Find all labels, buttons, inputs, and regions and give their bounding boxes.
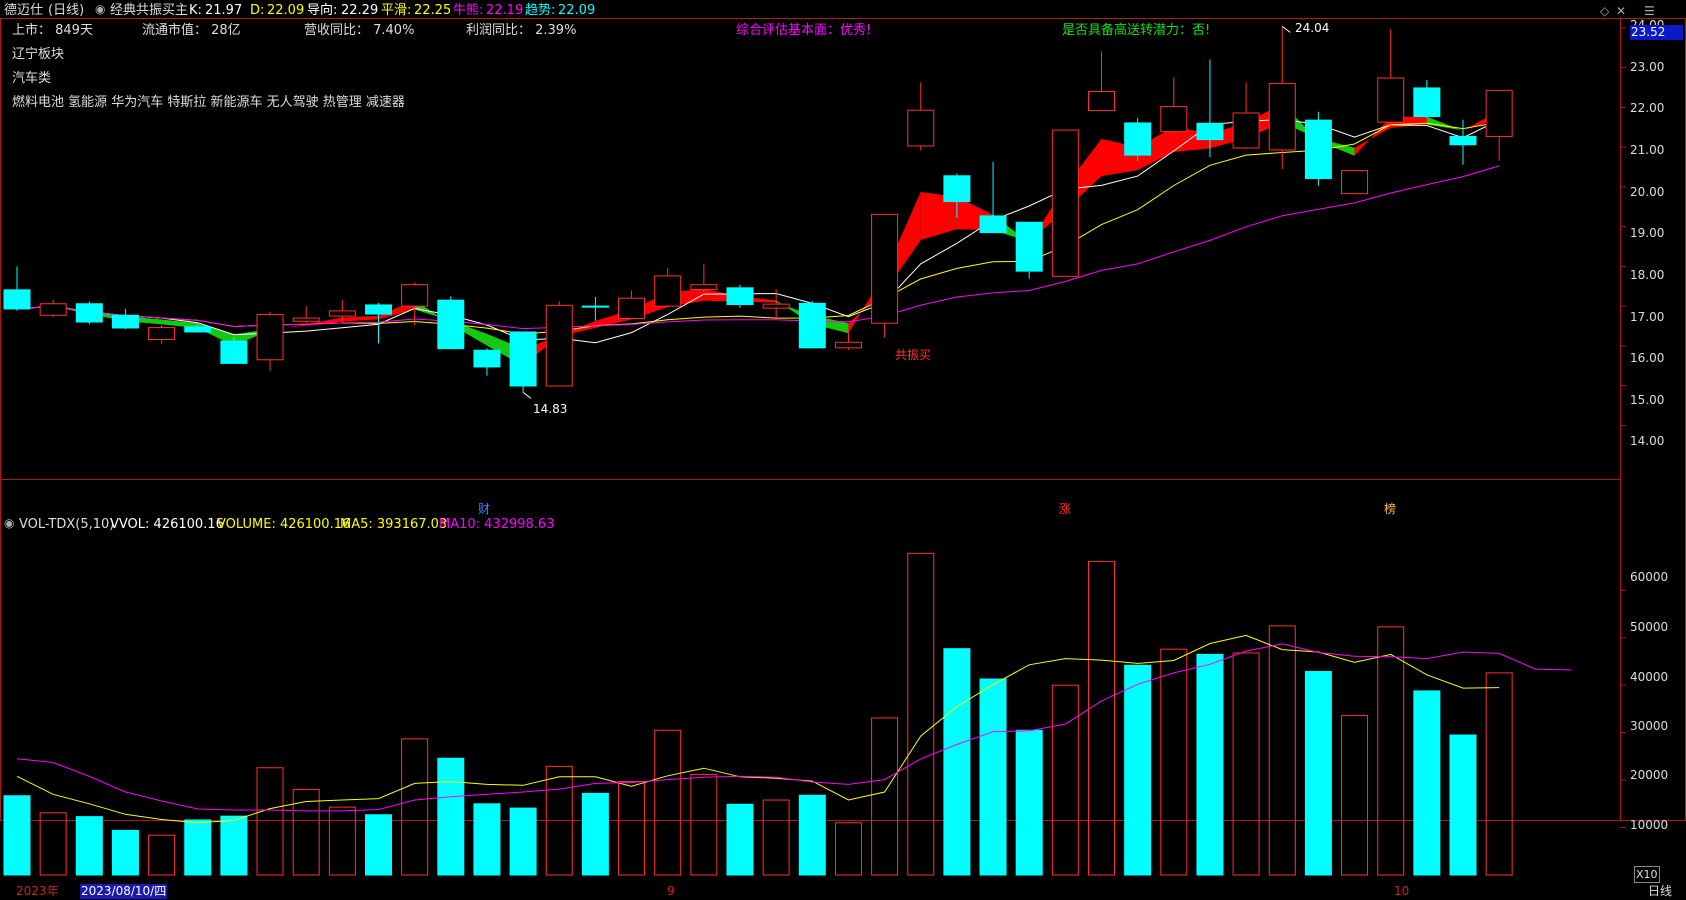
trend-value: 22.09 xyxy=(558,3,596,18)
ma5-value: MA5: 393167.03 xyxy=(340,517,448,532)
d-value: 22.09 xyxy=(267,3,305,18)
volume-tick: 40000 xyxy=(1630,670,1669,684)
profit-yoy: 利润同比： 2.39% xyxy=(466,23,577,38)
price-tick: 15.00 xyxy=(1630,393,1665,407)
close-icon[interactable]: ✕ xyxy=(1616,4,1627,18)
price-panel-frame xyxy=(0,18,1621,480)
indicator-dropdown-icon[interactable]: ◉ xyxy=(95,2,106,16)
concept-tags: 燃料电池 氢能源 华为汽车 特斯拉 新能源车 无人驾驶 热管理 减速器 xyxy=(12,95,405,110)
price-tick: 17.00 xyxy=(1630,310,1665,324)
vol-dropdown-icon[interactable]: ◉ xyxy=(4,516,15,530)
stock-name[interactable]: 德迈仕 xyxy=(4,3,44,18)
listed-days: 上市： 849天 xyxy=(12,23,93,38)
volume-value: VOLUME: 426100.16 xyxy=(217,517,351,532)
k-value: 21.97 xyxy=(205,3,243,18)
rank-marker[interactable]: 榜 xyxy=(1384,502,1397,516)
finance-marker[interactable]: 财 xyxy=(478,502,491,516)
smooth-value: 22.25 xyxy=(414,3,452,18)
price-tick: 18.00 xyxy=(1630,268,1665,282)
d-label: D: xyxy=(250,3,265,18)
cursor-date: 2023/08/10/四 xyxy=(80,884,168,899)
volume-tick: 10000 xyxy=(1630,818,1669,832)
indicator-name[interactable]: 经典共振买主 xyxy=(110,3,189,18)
industry-sector: 汽车类 xyxy=(12,71,52,86)
volume-tick: 20000 xyxy=(1630,768,1669,782)
menu-icon[interactable]: ☰ xyxy=(1644,4,1655,18)
ma10-value: MA10: 432998.63 xyxy=(439,517,555,532)
volume-bar-up xyxy=(39,812,67,876)
guide-label: 导向: xyxy=(307,3,338,18)
volume-bar-down xyxy=(220,815,248,876)
period-button[interactable]: 日线 xyxy=(1648,884,1673,898)
price-tick: 20.00 xyxy=(1630,185,1665,199)
price-tick: 22.00 xyxy=(1630,101,1665,115)
volume-tick: 30000 xyxy=(1630,719,1669,733)
scale-label: X10 xyxy=(1634,866,1660,883)
volume-bar-down xyxy=(365,814,392,876)
volume-bar-down xyxy=(111,829,139,876)
volume-bar-up xyxy=(834,822,862,876)
guide-value: 22.29 xyxy=(341,3,379,18)
vol-indicator-name[interactable]: VOL-TDX(5,10) xyxy=(19,517,115,532)
fundamental-eval: 综合评估基本面：优秀! xyxy=(736,23,872,38)
month-9-label: 9 xyxy=(667,884,675,898)
vvol-value: VVOL: 426100.16 xyxy=(110,517,224,532)
year-label: 2023年 xyxy=(16,884,59,898)
volume-bar-down xyxy=(184,819,212,876)
market-cap: 流通市值： 28亿 xyxy=(142,23,241,38)
volume-bar-down xyxy=(75,816,103,876)
price-tick: 23.00 xyxy=(1630,60,1665,74)
volume-bar-up xyxy=(148,834,176,876)
resonance-buy-label: 共振买 xyxy=(895,348,932,362)
price-tick: 19.00 xyxy=(1630,226,1665,240)
month-10-label: 10 xyxy=(1394,884,1410,898)
bull-label: 牛熊: xyxy=(453,3,484,18)
limit-up-marker[interactable]: 涨 xyxy=(1059,502,1072,516)
high-send-potential: 是否具备高送转潜力：否! xyxy=(1062,23,1211,38)
price-tick: 14.00 xyxy=(1630,434,1665,448)
trend-label: 趋势: xyxy=(525,3,556,18)
price-tick: 16.00 xyxy=(1630,351,1665,365)
revenue-yoy: 营收同比： 7.40% xyxy=(304,23,415,38)
period-label: (日线) xyxy=(48,3,85,18)
last-price-label: 23.52 xyxy=(1630,25,1683,40)
region-sector: 辽宁板块 xyxy=(12,47,65,62)
bull-value: 22.19 xyxy=(486,3,524,18)
axis-frame xyxy=(1620,18,1686,821)
high-price-label: 24.04 xyxy=(1295,21,1330,35)
low-price-label: 14.83 xyxy=(533,402,568,416)
diamond-icon[interactable]: ◇ xyxy=(1600,4,1610,18)
smooth-label: 平滑: xyxy=(381,3,412,18)
price-tick: 21.00 xyxy=(1630,143,1665,157)
k-label: K: xyxy=(189,3,202,18)
volume-tick: 60000 xyxy=(1630,570,1669,584)
volume-tick: 50000 xyxy=(1630,620,1669,634)
